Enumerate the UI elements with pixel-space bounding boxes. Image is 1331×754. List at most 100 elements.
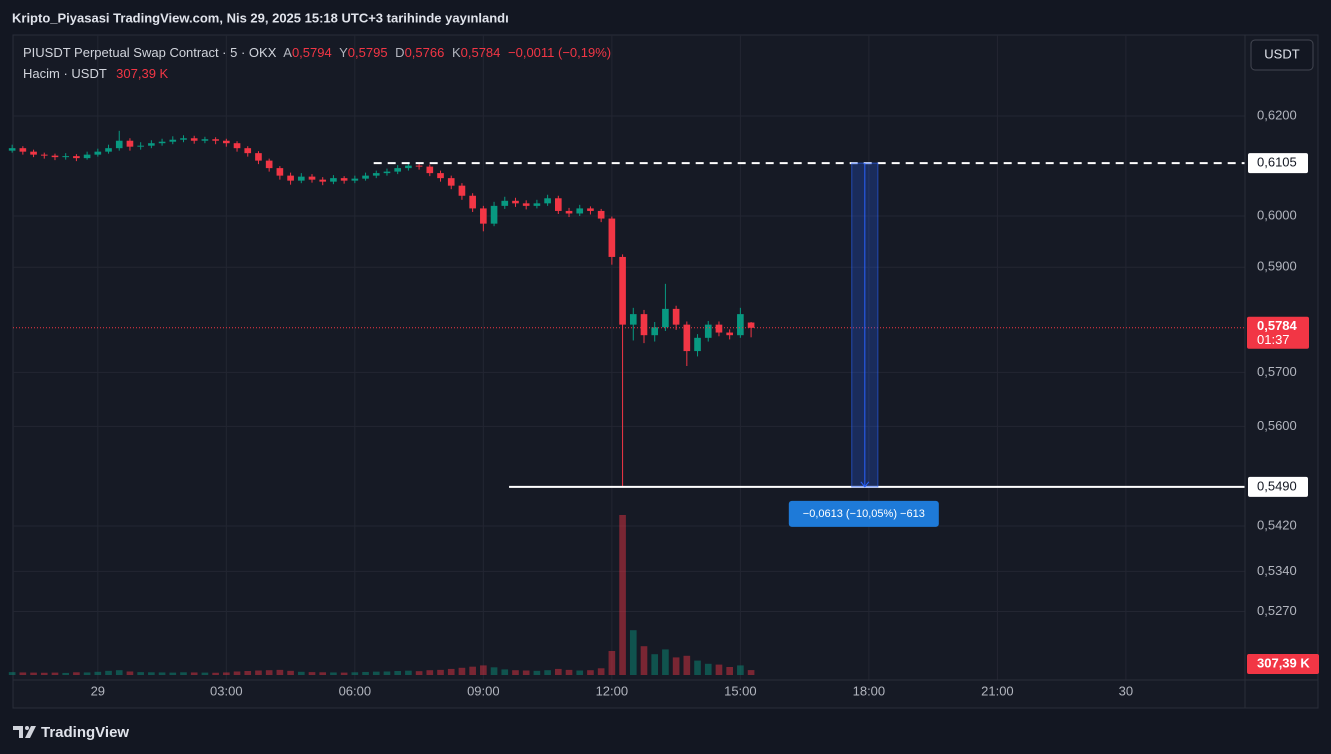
- page-title: Kripto_Piyasasi TradingView.com, Nis 29,…: [12, 10, 509, 25]
- candle-body: [362, 175, 369, 179]
- candle-body: [190, 138, 198, 141]
- y-tick-label: 0,5600: [1257, 418, 1297, 433]
- volume-legend: Hacim · USDT 307,39 K: [23, 66, 169, 81]
- volume-bar: [115, 670, 123, 675]
- x-tick-label: 21:00: [981, 683, 1014, 698]
- change: −0,0011 (−0,19%): [508, 45, 611, 60]
- candle-body: [223, 140, 230, 144]
- volume-bar: [672, 657, 680, 675]
- candle-body: [297, 176, 305, 181]
- candle-body: [212, 139, 219, 141]
- close: 0,5784: [461, 45, 501, 60]
- volume-bar: [8, 672, 16, 675]
- volume-layer: [8, 515, 755, 675]
- candle-body: [19, 148, 27, 152]
- candle-body: [437, 173, 444, 179]
- candle-body: [672, 308, 680, 325]
- candle-body: [629, 314, 637, 325]
- candle-body: [544, 198, 551, 204]
- candle-body: [597, 210, 605, 219]
- candle-body: [276, 168, 284, 176]
- volume-bar: [576, 670, 584, 675]
- volume-bar: [351, 672, 359, 675]
- candle-body: [137, 145, 144, 147]
- candle-body: [255, 153, 262, 161]
- volume-bar: [683, 655, 691, 675]
- volume-axis-box: [1247, 654, 1319, 674]
- low: 0,5766: [405, 45, 445, 60]
- volume-bar: [533, 670, 541, 675]
- volume-bar: [19, 672, 27, 675]
- candle-body: [533, 203, 541, 206]
- volume-bar: [223, 672, 230, 675]
- volume-bar: [126, 671, 134, 675]
- candle-body: [148, 143, 155, 146]
- volume-title: Hacim · USDT: [23, 66, 107, 81]
- candle-body: [351, 178, 359, 181]
- high-label: Y: [339, 45, 348, 60]
- candle-body: [726, 332, 733, 336]
- volume-bar: [30, 672, 37, 675]
- candle-body: [737, 314, 744, 336]
- candle-body: [512, 200, 519, 204]
- volume-bar: [458, 667, 466, 675]
- volume-bar: [437, 669, 444, 675]
- measure-label: −0,0613 (−10,05%) −613: [803, 508, 925, 520]
- volume-bar: [190, 672, 198, 675]
- volume-bar: [737, 665, 744, 675]
- x-tick-label: 03:00: [210, 683, 243, 698]
- volume-bar: [394, 671, 401, 675]
- volume-bar: [405, 670, 412, 675]
- candle-body: [265, 160, 273, 169]
- price-line-label: 0,6105: [1257, 155, 1297, 170]
- volume-bar: [244, 671, 252, 675]
- candle-body: [233, 143, 241, 149]
- candle-body: [405, 165, 412, 169]
- volume-bar: [383, 671, 391, 675]
- volume-bar: [565, 669, 573, 675]
- candle-body: [308, 176, 316, 180]
- volume-bar: [372, 671, 380, 675]
- volume-bar: [512, 670, 519, 675]
- volume-bar: [651, 654, 659, 675]
- candle-body: [458, 185, 466, 196]
- volume-bar: [619, 515, 626, 675]
- volume-bar: [233, 671, 241, 675]
- volume-bar: [415, 671, 423, 675]
- volume-bar: [469, 666, 476, 675]
- volume-bar: [362, 671, 369, 675]
- candle-body: [40, 154, 48, 156]
- candle-body: [587, 208, 594, 211]
- candle-body: [480, 208, 487, 224]
- last-price-box: [1247, 316, 1309, 349]
- candle-body: [640, 314, 648, 336]
- candle-body: [565, 210, 573, 214]
- candle-body: [330, 178, 337, 182]
- volume-bar: [308, 672, 316, 675]
- candle-body: [747, 322, 755, 328]
- volume-bar: [340, 672, 348, 675]
- candle-body: [73, 156, 80, 159]
- candle-body: [201, 139, 209, 141]
- volume-bar: [83, 672, 91, 675]
- candle-body: [651, 327, 659, 336]
- open: 0,5794: [292, 45, 332, 60]
- volume-bar: [51, 672, 59, 675]
- currency-button-label[interactable]: USDT: [1264, 46, 1299, 61]
- volume-bar: [212, 672, 219, 675]
- volume-bar: [297, 671, 305, 675]
- volume-bar: [265, 670, 273, 675]
- currency-button[interactable]: [1250, 39, 1314, 71]
- countdown: 01:37: [1257, 332, 1290, 347]
- price-line-box: [1248, 153, 1308, 174]
- volume-bar: [319, 672, 327, 675]
- candle-body: [169, 139, 177, 142]
- measure-box: [788, 500, 939, 527]
- measure-arrowhead: [860, 481, 870, 488]
- volume-bar: [726, 667, 733, 675]
- legend-line: PIUSDT Perpetual Swap Contract · 5 · OKX…: [23, 45, 611, 60]
- price-line-box: [1248, 476, 1308, 497]
